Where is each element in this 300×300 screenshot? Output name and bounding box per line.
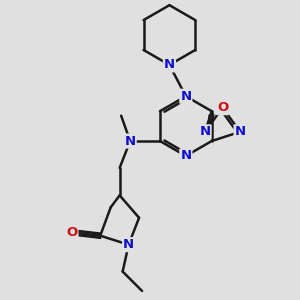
Text: N: N — [235, 125, 246, 138]
Text: O: O — [217, 101, 228, 114]
Text: N: N — [124, 134, 136, 148]
Text: N: N — [180, 90, 191, 103]
Text: N: N — [200, 125, 211, 138]
Text: O: O — [66, 226, 77, 239]
Text: N: N — [123, 238, 134, 251]
Text: N: N — [164, 58, 175, 71]
Text: N: N — [180, 149, 191, 163]
